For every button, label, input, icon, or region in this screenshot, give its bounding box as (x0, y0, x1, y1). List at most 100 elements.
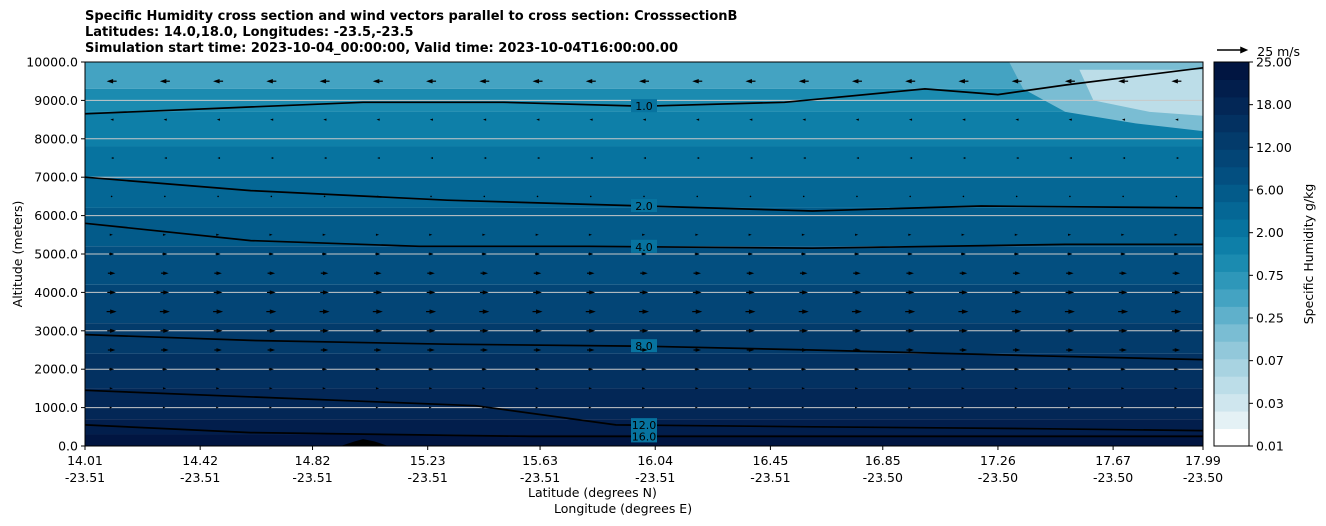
wind-vector (1121, 233, 1125, 236)
wind-head (269, 233, 273, 236)
wind-vector (1014, 367, 1020, 371)
wind-vector (428, 367, 434, 371)
wind-vector (479, 328, 489, 333)
wind-vector (322, 387, 326, 390)
wind-vector (323, 118, 327, 121)
wind-vector (745, 78, 756, 84)
wind-head (216, 271, 222, 276)
wind-head (802, 118, 806, 121)
wind-vector (801, 252, 807, 256)
wind-vector (639, 78, 649, 84)
x-tick-label-lat: 17.26 (980, 453, 1016, 468)
wind-vector (905, 309, 916, 314)
wind-head (482, 252, 487, 256)
wind-head (1121, 290, 1128, 295)
wind-head (801, 233, 805, 236)
wind-vector (376, 118, 380, 121)
wind-vector (375, 252, 381, 256)
wind-vector (1118, 290, 1128, 295)
wind-head (908, 118, 913, 121)
wind-vector (909, 157, 913, 159)
wind-vector (694, 252, 700, 256)
wind-vector (588, 252, 594, 256)
wind-head (163, 118, 167, 121)
wind-vector (1015, 195, 1018, 198)
x-axis-label-longitude: Longitude (degrees E) (554, 501, 693, 516)
wind-vector (1122, 157, 1126, 159)
wind-head (585, 78, 593, 84)
wind-head (163, 309, 170, 314)
wind-head (855, 309, 862, 314)
wind-head (535, 367, 541, 371)
wind-vector (320, 348, 329, 352)
wind-vector (1175, 118, 1179, 121)
x-tick-label-lon: -23.50 (978, 470, 1018, 485)
wind-head (642, 290, 649, 295)
wind-head (376, 309, 383, 314)
wind-head (429, 309, 437, 314)
wind-vector (908, 406, 911, 409)
wind-head (1067, 406, 1071, 409)
contour-label: 4.0 (635, 241, 653, 254)
wind-vector (696, 195, 699, 198)
wind-vector (588, 387, 593, 390)
wind-vector (213, 309, 224, 314)
wind-head (695, 328, 702, 333)
wind-head (1174, 406, 1178, 409)
wind-head (749, 118, 753, 121)
contour-label-bg (631, 239, 657, 253)
wind-head (376, 367, 381, 371)
x-tick-label-lon: -23.50 (863, 470, 903, 485)
quiver-key-label: 25 m/s (1257, 44, 1300, 59)
wind-head (908, 309, 916, 314)
wind-vector (270, 157, 274, 159)
wind-head (535, 290, 542, 295)
wind-head (908, 406, 911, 409)
wind-vector (216, 118, 220, 121)
wind-head (479, 78, 486, 84)
wind-vector (960, 367, 966, 371)
wind-vector (1174, 387, 1178, 390)
contour-line (85, 424, 1203, 438)
x-tick-label-lon: -23.51 (292, 470, 332, 485)
contour-label-bg (631, 429, 657, 443)
wind-head (642, 348, 648, 352)
wind-vector (851, 309, 862, 314)
wind-head (1015, 348, 1021, 352)
wind-vector (692, 328, 702, 333)
wind-head (535, 328, 542, 333)
wind-head (588, 387, 593, 390)
wind-vector (481, 252, 487, 256)
wind-vector (694, 367, 700, 371)
wind-head (269, 271, 276, 276)
wind-vector (1014, 387, 1018, 390)
wind-head (482, 290, 489, 295)
wind-vector (1172, 271, 1181, 276)
wind-head (695, 118, 700, 121)
wind-head (270, 157, 274, 159)
wind-head (961, 233, 965, 236)
y-tick-label: 0.0 (58, 439, 78, 454)
x-tick-label-lon: -23.51 (635, 470, 675, 485)
wind-head (1174, 252, 1179, 256)
wind-head (961, 328, 968, 333)
wind-head (322, 367, 328, 371)
wind-vector (1014, 406, 1018, 409)
wind-head (588, 233, 593, 236)
wind-head (429, 387, 433, 390)
wind-head (216, 290, 223, 295)
wind-head (535, 387, 539, 390)
wind-head (375, 406, 379, 409)
humidity-band (85, 111, 1203, 147)
wind-head (482, 271, 489, 276)
colorbar-segment (1214, 114, 1249, 133)
wind-head (319, 78, 327, 84)
wind-vector (747, 367, 753, 371)
wind-vector (1011, 78, 1022, 84)
wind-head (323, 328, 329, 333)
wind-vector (215, 367, 221, 371)
wind-head (962, 118, 966, 121)
y-axis-label: Altitude (meters) (10, 201, 25, 308)
wind-head (642, 406, 645, 409)
chart-title-line-1: Specific Humidity cross section and wind… (85, 9, 738, 24)
